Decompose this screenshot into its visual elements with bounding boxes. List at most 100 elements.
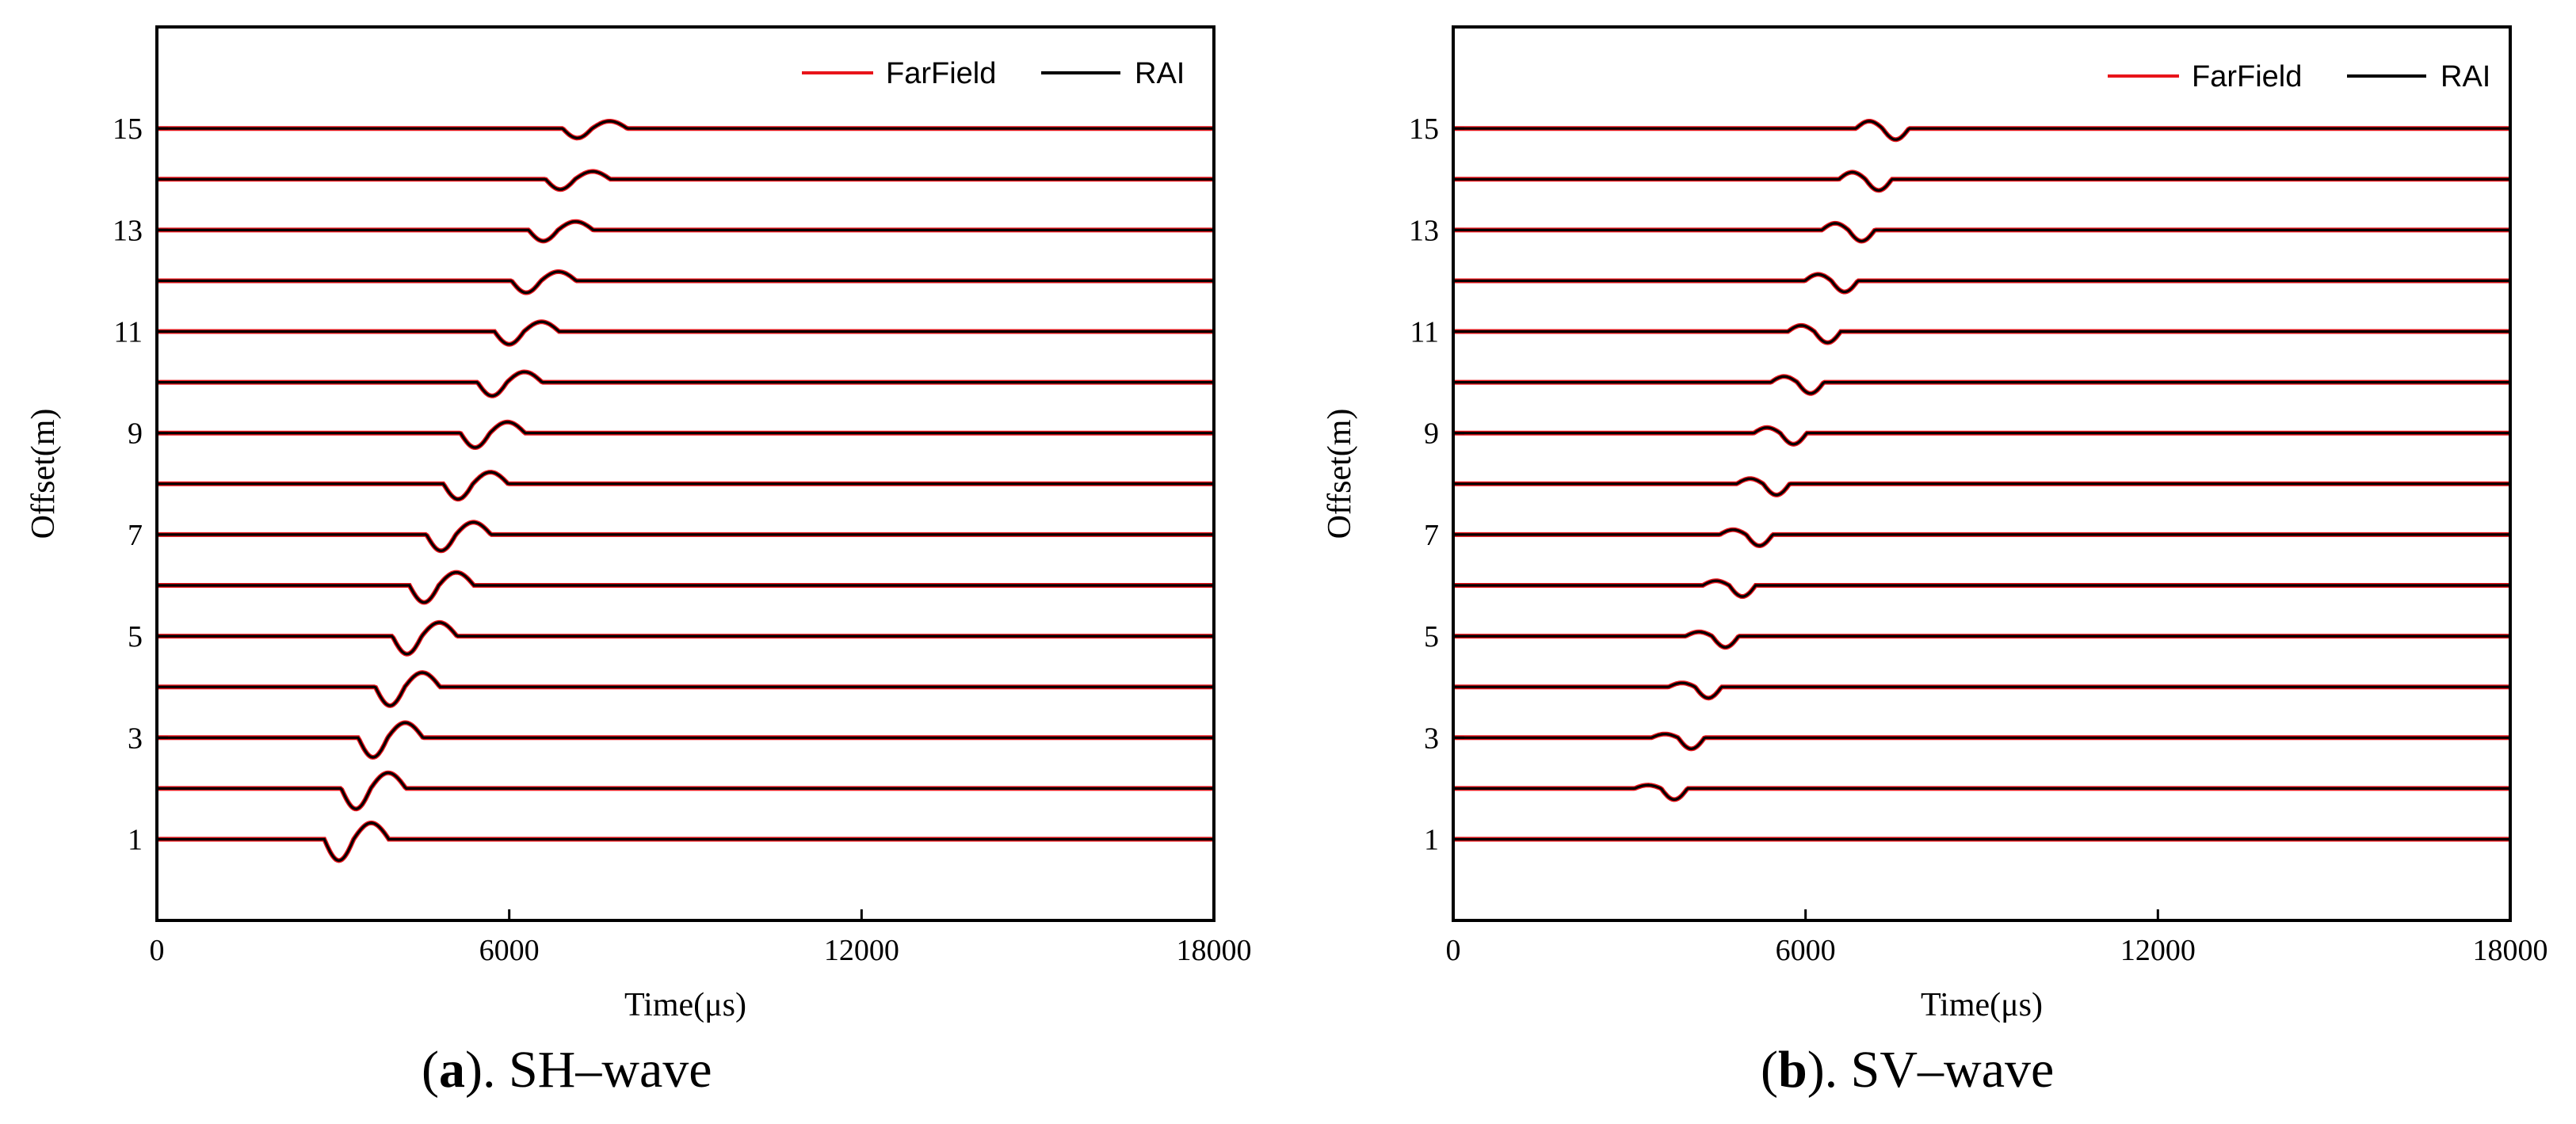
farfield-trace-offset-12 <box>1453 272 2510 295</box>
legend-label-farfield: FarField <box>2192 60 2302 93</box>
rai-trace-offset-15 <box>157 120 1214 139</box>
y-tick-label: 11 <box>1410 316 1439 349</box>
rai-trace-offset-8 <box>1453 477 2510 497</box>
farfield-trace-offset-8 <box>1453 476 2510 497</box>
legend-label-rai: RAI <box>2441 60 2490 93</box>
panel-caption: (a). SH–wave <box>422 1041 712 1099</box>
rai-trace-offset-11 <box>157 320 1214 346</box>
rai-trace-offset-13 <box>1453 222 2510 243</box>
y-tick-label: 9 <box>1424 417 1439 451</box>
y-axis-title: Offset(m) <box>1322 409 1358 539</box>
rai-trace-offset-6 <box>1453 579 2510 598</box>
farfield-trace-offset-10 <box>157 369 1214 398</box>
rai-trace-offset-9 <box>1453 426 2510 446</box>
rai-trace-offset-7 <box>1453 528 2510 547</box>
farfield-trace-offset-10 <box>1453 374 2510 396</box>
farfield-trace-offset-4 <box>1453 680 2510 701</box>
y-tick-label: 9 <box>128 417 143 451</box>
y-tick-label: 5 <box>128 620 143 653</box>
y-tick-label: 7 <box>128 519 143 552</box>
panel-caption-letter: b <box>1778 1041 1807 1099</box>
farfield-trace-offset-5 <box>157 619 1214 657</box>
rai-trace-offset-15 <box>1453 120 2510 141</box>
chart-panel-b: 0 6000 12000 1800013579111315Time(μs)Offset… <box>1322 25 2548 1099</box>
traces <box>157 119 1214 863</box>
y-tick-label: 15 <box>113 112 143 146</box>
farfield-trace-offset-7 <box>1453 527 2510 549</box>
rai-trace-offset-12 <box>157 270 1214 295</box>
x-tick-label: 12000 <box>2120 934 2196 967</box>
y-tick-label: 1 <box>1424 823 1439 856</box>
rai-trace-offset-1 <box>157 821 1214 863</box>
farfield-trace-offset-7 <box>157 520 1214 554</box>
rai-trace-offset-11 <box>1453 324 2510 345</box>
x-tick-label: 18000 <box>1177 934 1252 967</box>
y-tick-label: 3 <box>1424 722 1439 755</box>
farfield-trace-offset-4 <box>157 670 1214 708</box>
farfield-trace-offset-13 <box>157 219 1214 244</box>
rai-trace-offset-6 <box>157 570 1214 604</box>
rai-trace-offset-12 <box>1453 272 2510 294</box>
rai-trace-offset-10 <box>157 370 1214 398</box>
y-tick-label: 13 <box>113 214 143 247</box>
legend: FarField RAI <box>2108 60 2490 93</box>
rai-trace-offset-13 <box>157 220 1214 243</box>
x-axis-title: Time(μs) <box>1921 987 2043 1023</box>
panel-caption: (b). SV–wave <box>1761 1041 2054 1099</box>
farfield-trace-offset-9 <box>1453 425 2510 447</box>
farfield-trace-offset-14 <box>1453 170 2510 193</box>
farfield-trace-offset-6 <box>157 570 1214 605</box>
farfield-trace-offset-6 <box>1453 578 2510 600</box>
rai-trace-offset-4 <box>1453 681 2510 699</box>
legend-label-farfield: FarField <box>886 57 996 90</box>
y-tick-label: 13 <box>1409 214 1439 247</box>
y-tick-label: 15 <box>1409 112 1439 146</box>
x-tick-label: 18000 <box>2473 934 2548 967</box>
rai-trace-offset-2 <box>1453 783 2510 802</box>
x-tick-label: 0 <box>1446 934 1461 967</box>
rai-trace-offset-14 <box>1453 170 2510 192</box>
rai-trace-offset-3 <box>1453 733 2510 751</box>
plot-frame <box>155 25 1215 922</box>
y-tick-label: 7 <box>1424 519 1439 552</box>
rai-trace-offset-7 <box>157 520 1214 552</box>
rai-trace-offset-9 <box>157 421 1214 449</box>
panel-caption-letter: a <box>439 1041 465 1099</box>
rai-trace-offset-8 <box>157 471 1214 501</box>
farfield-trace-offset-3 <box>157 720 1214 760</box>
chart-panel-a: 0 6000 12000 1800013579111315Time(μs)Offset… <box>25 25 1252 1099</box>
traces <box>1453 119 2510 842</box>
rai-trace-offset-14 <box>157 170 1214 191</box>
farfield-trace-offset-11 <box>157 319 1214 347</box>
y-tick-label: 5 <box>1424 620 1439 653</box>
farfield-trace-offset-8 <box>157 470 1214 502</box>
x-axis-title: Time(μs) <box>624 987 746 1023</box>
farfield-trace-offset-9 <box>157 419 1214 451</box>
rai-trace-offset-2 <box>157 772 1214 810</box>
x-tick-label: 6000 <box>479 934 540 967</box>
farfield-trace-offset-13 <box>1453 220 2510 244</box>
legend: FarField RAI <box>802 57 1185 90</box>
rai-trace-offset-3 <box>157 721 1214 759</box>
rai-trace-offset-10 <box>1453 375 2510 395</box>
farfield-trace-offset-3 <box>1453 731 2510 752</box>
farfield-trace-offset-15 <box>1453 119 2510 143</box>
x-tick-label: 6000 <box>1776 934 1836 967</box>
y-axis-title: Offset(m) <box>25 409 62 539</box>
farfield-trace-offset-12 <box>157 269 1214 295</box>
rai-trace-offset-5 <box>1453 631 2510 649</box>
x-tick-label: 0 <box>150 934 165 967</box>
rai-trace-offset-4 <box>157 671 1214 707</box>
y-tick-label: 11 <box>113 316 143 349</box>
plot-frame <box>1452 25 2512 922</box>
rai-trace-offset-5 <box>157 621 1214 656</box>
legend-label-rai: RAI <box>1135 57 1185 90</box>
farfield-trace-offset-1 <box>157 820 1214 863</box>
farfield-trace-offset-2 <box>157 770 1214 812</box>
farfield-trace-offset-11 <box>1453 322 2510 345</box>
y-tick-label: 1 <box>128 823 143 856</box>
farfield-trace-offset-5 <box>1453 629 2510 650</box>
y-tick-label: 3 <box>128 722 143 755</box>
x-tick-label: 12000 <box>824 934 899 967</box>
